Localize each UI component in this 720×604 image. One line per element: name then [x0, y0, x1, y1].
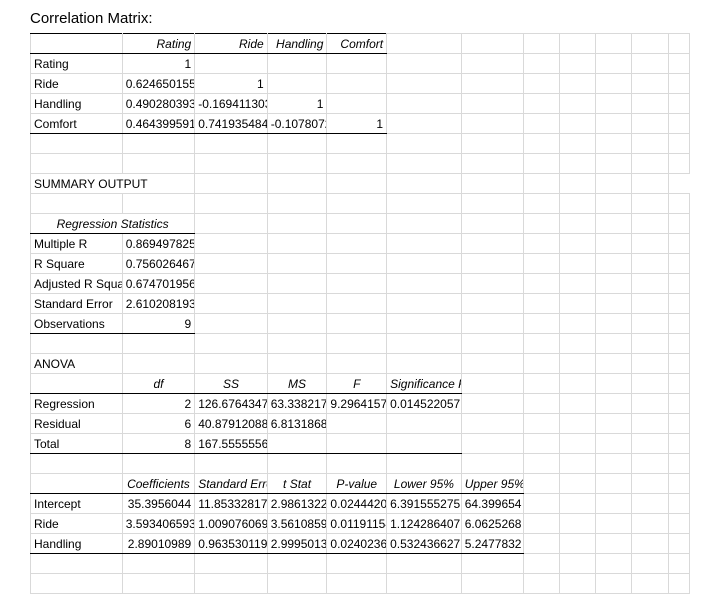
coef-value: 1.124286407	[387, 514, 462, 534]
corr-value: 1	[195, 74, 268, 94]
coef-value: 6.0625268	[461, 514, 523, 534]
coef-row: Handling 2.89010989 0.963530119 2.999501…	[31, 534, 690, 554]
regstat-row: Adjusted R Square 0.674701956	[31, 274, 690, 294]
coef-header: Standard Error	[195, 474, 268, 494]
corr-value: -0.169411303	[195, 94, 268, 114]
anova-header: df	[122, 374, 195, 394]
corr-value: 1	[267, 94, 327, 114]
anova-header: MS	[267, 374, 327, 394]
regstat-value: 2.610208193	[122, 294, 195, 314]
coef-header: P-value	[327, 474, 387, 494]
coef-header: Coefficients	[122, 474, 195, 494]
coef-value: 2.9995013	[267, 534, 327, 554]
anova-title: ANOVA	[31, 354, 123, 374]
anova-label: Residual	[31, 414, 123, 434]
coef-header: t Stat	[267, 474, 327, 494]
anova-header-row: df SS MS F Significance F	[31, 374, 690, 394]
coef-value: 0.963530119	[195, 534, 268, 554]
corr-header: Comfort	[327, 34, 387, 54]
coef-value: 11.85332817	[195, 494, 268, 514]
coef-row: Ride 3.593406593 1.009076069 3.5610859 0…	[31, 514, 690, 534]
anova-value: 63.338217	[267, 394, 327, 414]
coef-value: 1.009076069	[195, 514, 268, 534]
regstat-row: Multiple R 0.869497825	[31, 234, 690, 254]
coef-value: 0.02402365	[327, 534, 387, 554]
corr-header: Rating	[122, 34, 195, 54]
regstat-label: Multiple R	[31, 234, 123, 254]
regstat-label: R Square	[31, 254, 123, 274]
coef-value: 2.9861322	[267, 494, 327, 514]
regstat-value: 9	[122, 314, 195, 334]
corr-label: Rating	[31, 54, 123, 74]
anova-header: SS	[195, 374, 268, 394]
coef-header: Lower 95%	[387, 474, 462, 494]
regstat-row: R Square 0.756026467	[31, 254, 690, 274]
corr-value: 1	[122, 54, 195, 74]
coef-value: 0.02444208	[327, 494, 387, 514]
regstat-value: 0.756026467	[122, 254, 195, 274]
anova-value: 6	[122, 414, 195, 434]
coef-value: 64.399654	[461, 494, 523, 514]
anova-label: Total	[31, 434, 123, 454]
corr-row: Ride 0.624650155 1	[31, 74, 690, 94]
corr-label: Ride	[31, 74, 123, 94]
coef-label: Ride	[31, 514, 123, 534]
corr-label: Handling	[31, 94, 123, 114]
corr-row: Rating 1	[31, 54, 690, 74]
anova-value: 2	[122, 394, 195, 414]
regstat-row: Standard Error 2.610208193	[31, 294, 690, 314]
anova-value: 0.014522057	[387, 394, 462, 414]
corr-value: 0.624650155	[122, 74, 195, 94]
coef-header: Upper 95%	[461, 474, 523, 494]
corr-value: 0.741935484	[195, 114, 268, 134]
corr-blank	[31, 34, 123, 54]
corr-header: Handling	[267, 34, 327, 54]
corr-value: 0.490280393	[122, 94, 195, 114]
corr-header-row: Rating Ride Handling Comfort	[31, 34, 690, 54]
coef-label: Handling	[31, 534, 123, 554]
coef-value: 6.391555275	[387, 494, 462, 514]
coef-value: 3.593406593	[122, 514, 195, 534]
anova-value: 8	[122, 434, 195, 454]
spreadsheet-output: Rating Ride Handling Comfort Rating 1 Ri…	[30, 33, 690, 594]
coef-header-row: Coefficients Standard Error t Stat P-val…	[31, 474, 690, 494]
corr-value: 1	[327, 114, 387, 134]
anova-row: Total 8 167.5555556	[31, 434, 690, 454]
anova-value: 126.6764347	[195, 394, 268, 414]
corr-value: -0.1078072	[267, 114, 327, 134]
anova-row: Regression 2 126.6764347 63.338217 9.296…	[31, 394, 690, 414]
anova-value: 167.5555556	[195, 434, 268, 454]
regstat-label: Standard Error	[31, 294, 123, 314]
regstat-value: 0.674701956	[122, 274, 195, 294]
regstat-row: Observations 9	[31, 314, 690, 334]
coef-value: 3.5610859	[267, 514, 327, 534]
corr-value: 0.464399591	[122, 114, 195, 134]
coef-value: 0.01191154	[327, 514, 387, 534]
coef-value: 0.532436627	[387, 534, 462, 554]
coef-row: Intercept 35.3956044 11.85332817 2.98613…	[31, 494, 690, 514]
corr-row: Comfort 0.464399591 0.741935484 -0.10780…	[31, 114, 690, 134]
anova-label: Regression	[31, 394, 123, 414]
corr-row: Handling 0.490280393 -0.169411303 1	[31, 94, 690, 114]
anova-value: 6.8131868	[267, 414, 327, 434]
anova-row: Residual 6 40.87912088 6.8131868	[31, 414, 690, 434]
coef-value: 2.89010989	[122, 534, 195, 554]
regstat-value: 0.869497825	[122, 234, 195, 254]
page-title: Correlation Matrix:	[30, 10, 690, 27]
coef-label: Intercept	[31, 494, 123, 514]
summary-output-label: SUMMARY OUTPUT	[31, 174, 195, 194]
corr-header: Ride	[195, 34, 268, 54]
regstat-label: Adjusted R Square	[31, 274, 123, 294]
corr-label: Comfort	[31, 114, 123, 134]
regstat-label: Observations	[31, 314, 123, 334]
anova-header: Significance F	[387, 374, 462, 394]
coef-value: 5.2477832	[461, 534, 523, 554]
anova-header: F	[327, 374, 387, 394]
regstats-title: Regression Statistics	[31, 214, 195, 234]
anova-value: 40.87912088	[195, 414, 268, 434]
coef-value: 35.3956044	[122, 494, 195, 514]
anova-value: 9.29641577	[327, 394, 387, 414]
